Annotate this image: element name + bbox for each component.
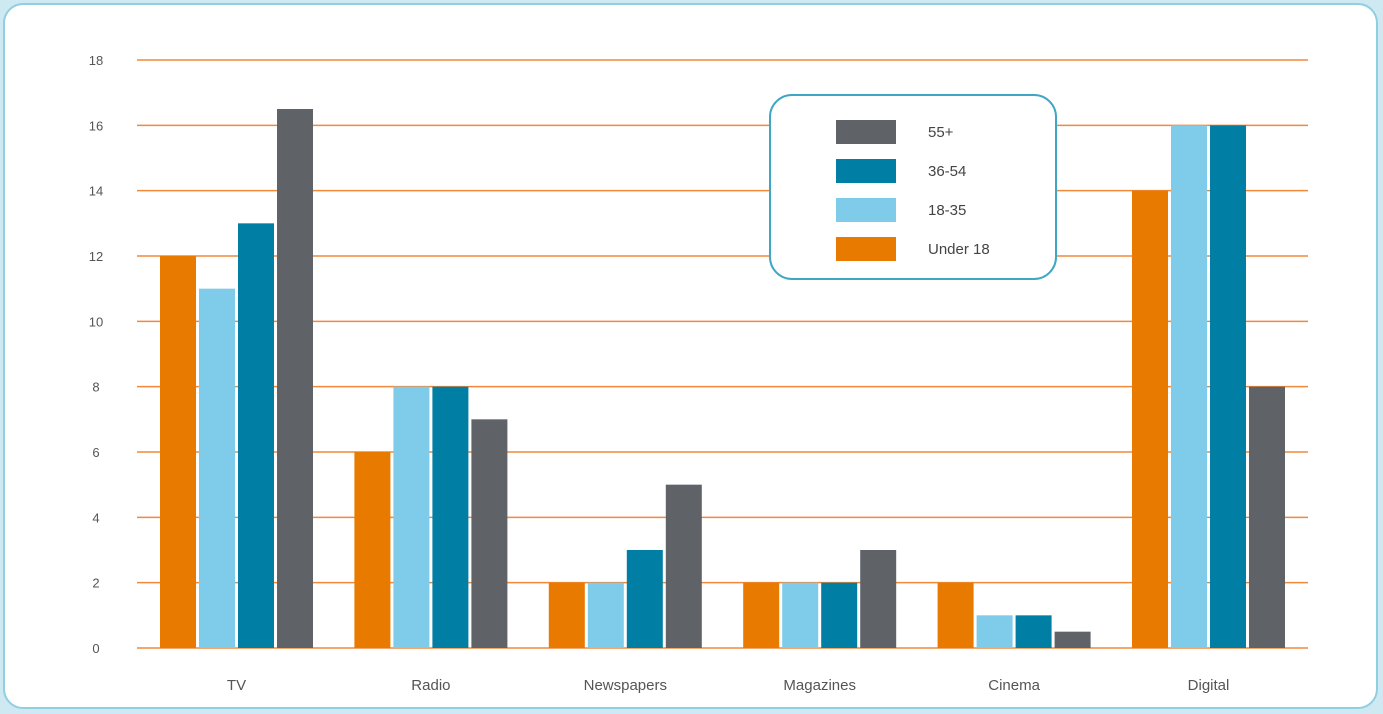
y-tick-label: 14 xyxy=(89,184,103,199)
x-category-label: Newspapers xyxy=(584,677,667,694)
x-axis-labels: TV Radio Newspapers Magazines Cinema Digital xyxy=(227,677,1229,694)
x-category-label: Magazines xyxy=(783,677,856,694)
legend-label: Under 18 xyxy=(928,241,990,258)
legend-swatch xyxy=(836,120,896,144)
bar xyxy=(743,582,780,648)
legend-label: 36-54 xyxy=(928,163,966,180)
x-category-label: TV xyxy=(227,677,246,694)
bar xyxy=(1249,386,1285,648)
bar xyxy=(976,615,1013,648)
bar xyxy=(626,550,663,648)
y-tick-label: 8 xyxy=(92,380,99,395)
bar xyxy=(782,582,819,648)
legend-swatch xyxy=(836,159,896,183)
legend-box xyxy=(769,94,1057,280)
bars xyxy=(160,109,1285,649)
bar xyxy=(238,223,274,649)
bar xyxy=(1054,631,1091,648)
bar xyxy=(277,109,313,648)
bar xyxy=(860,550,897,648)
y-tick-label: 2 xyxy=(92,576,99,591)
bar xyxy=(393,386,430,648)
bar xyxy=(199,288,235,648)
y-tick-label: 18 xyxy=(89,53,103,68)
y-tick-label: 6 xyxy=(92,445,99,460)
bar xyxy=(587,582,624,648)
legend-swatch xyxy=(836,237,896,261)
x-category-label: Cinema xyxy=(988,677,1040,694)
legend: 55+ 36-54 18-35 Under 18 xyxy=(769,94,1057,280)
bar xyxy=(548,582,585,648)
y-axis-ticks: 0 2 4 6 8 10 12 14 16 18 xyxy=(89,53,103,656)
bar xyxy=(1210,125,1246,649)
y-tick-label: 12 xyxy=(89,249,103,264)
x-category-label: Radio xyxy=(411,677,450,694)
bar xyxy=(432,386,469,648)
bar xyxy=(354,452,391,648)
legend-swatch xyxy=(836,198,896,222)
bar xyxy=(665,484,702,648)
y-tick-label: 4 xyxy=(92,510,99,525)
y-tick-label: 0 xyxy=(92,641,99,656)
y-tick-label: 10 xyxy=(89,314,103,329)
bar xyxy=(821,582,858,648)
x-category-label: Digital xyxy=(1188,677,1230,694)
bar xyxy=(1171,125,1207,649)
bar xyxy=(1132,190,1168,648)
bar xyxy=(471,419,508,648)
gridlines xyxy=(137,59,1308,649)
legend-label: 18-35 xyxy=(928,202,966,219)
y-tick-label: 16 xyxy=(89,118,103,133)
bar xyxy=(937,582,974,648)
bar xyxy=(1015,615,1052,648)
bar xyxy=(160,256,196,648)
legend-label: 55+ xyxy=(928,124,954,141)
